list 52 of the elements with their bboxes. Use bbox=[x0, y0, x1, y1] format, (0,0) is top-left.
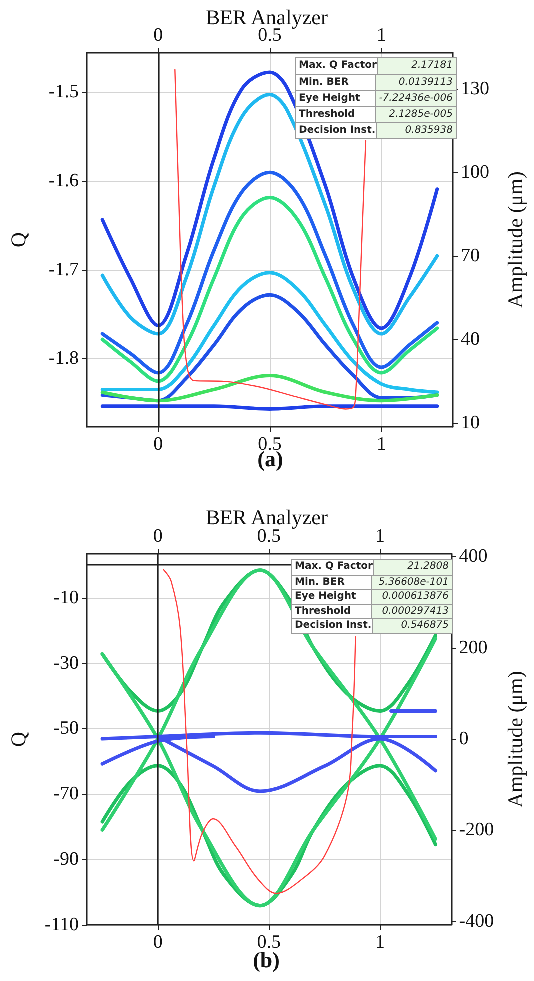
x-tick-label: 0 bbox=[153, 932, 163, 953]
y2-tick-label: 100 bbox=[461, 162, 490, 184]
annotation: Eye Height bbox=[296, 91, 376, 106]
y2-tick-label: -200 bbox=[459, 820, 494, 841]
annotation: Decision Inst. bbox=[292, 619, 373, 632]
y2-tick-label: 0 bbox=[459, 728, 469, 750]
x2-tick-label: 1 bbox=[375, 526, 385, 547]
x-tick-label: 1 bbox=[376, 434, 386, 455]
y-tick-label: -30 bbox=[54, 652, 79, 674]
y2-tick-label: -400 bbox=[459, 910, 494, 932]
annotation: Decision Inst. bbox=[296, 123, 377, 138]
annotation: Min. BER bbox=[292, 576, 372, 589]
x-tick-label: 1 bbox=[375, 932, 385, 953]
annotation: 0.000297413 bbox=[372, 604, 452, 618]
annotation: Eye Height bbox=[292, 590, 372, 604]
x-tick-label: 0 bbox=[154, 434, 164, 455]
annotation: -7.22436e-006 bbox=[376, 91, 456, 106]
y-tick-label: -70 bbox=[54, 784, 79, 805]
y-tick-label: -1.6 bbox=[48, 170, 79, 192]
y2-tick-label: 10 bbox=[461, 412, 480, 434]
annotation: Max. Q Factor bbox=[292, 560, 374, 574]
y2-tick-label: 130 bbox=[461, 78, 490, 100]
annotation: 5.36608e-101 bbox=[372, 576, 452, 589]
y-tick-label: -1.8 bbox=[48, 348, 79, 370]
y-tick-label: -1.5 bbox=[48, 82, 79, 103]
annotation: Min. BER bbox=[296, 75, 376, 90]
y-axis-title: Q bbox=[6, 232, 30, 248]
y2-axis-title: Amplitude (μm) bbox=[504, 172, 528, 308]
annotation: Threshold bbox=[292, 604, 372, 618]
annotation: 2.17181 bbox=[378, 58, 456, 74]
y-axis-title: Q bbox=[6, 732, 30, 748]
y2-tick-label: 40 bbox=[461, 329, 480, 350]
y-tick-label: -50 bbox=[54, 718, 79, 740]
annotation: Threshold bbox=[296, 107, 376, 122]
y2-tick-label: 70 bbox=[461, 246, 480, 267]
annotation: Max. Q Factor bbox=[296, 58, 378, 74]
y2-tick-label: 400 bbox=[459, 546, 488, 568]
y-tick-label: -110 bbox=[44, 914, 79, 936]
y-tick-label: -1.7 bbox=[48, 259, 79, 280]
x2-tick-label: 0 bbox=[153, 526, 163, 547]
y-tick-label: -10 bbox=[54, 587, 79, 608]
y-tick-label: -90 bbox=[54, 849, 79, 870]
x2-tick-label: 1 bbox=[376, 25, 386, 46]
annotation: 0.546875 bbox=[372, 619, 452, 632]
y2-axis-title: Amplitude (μm) bbox=[504, 671, 528, 808]
x2-tick-label: 0 bbox=[154, 25, 164, 46]
y2-tick-label: 200 bbox=[459, 637, 488, 658]
annotation: 0.835938 bbox=[376, 123, 456, 138]
annotation: 2.1285e-005 bbox=[376, 107, 456, 122]
annotation: 21.2808 bbox=[374, 560, 452, 574]
annotation: 0.0139113 bbox=[376, 75, 456, 90]
annotation: 0.000613876 bbox=[372, 590, 452, 604]
